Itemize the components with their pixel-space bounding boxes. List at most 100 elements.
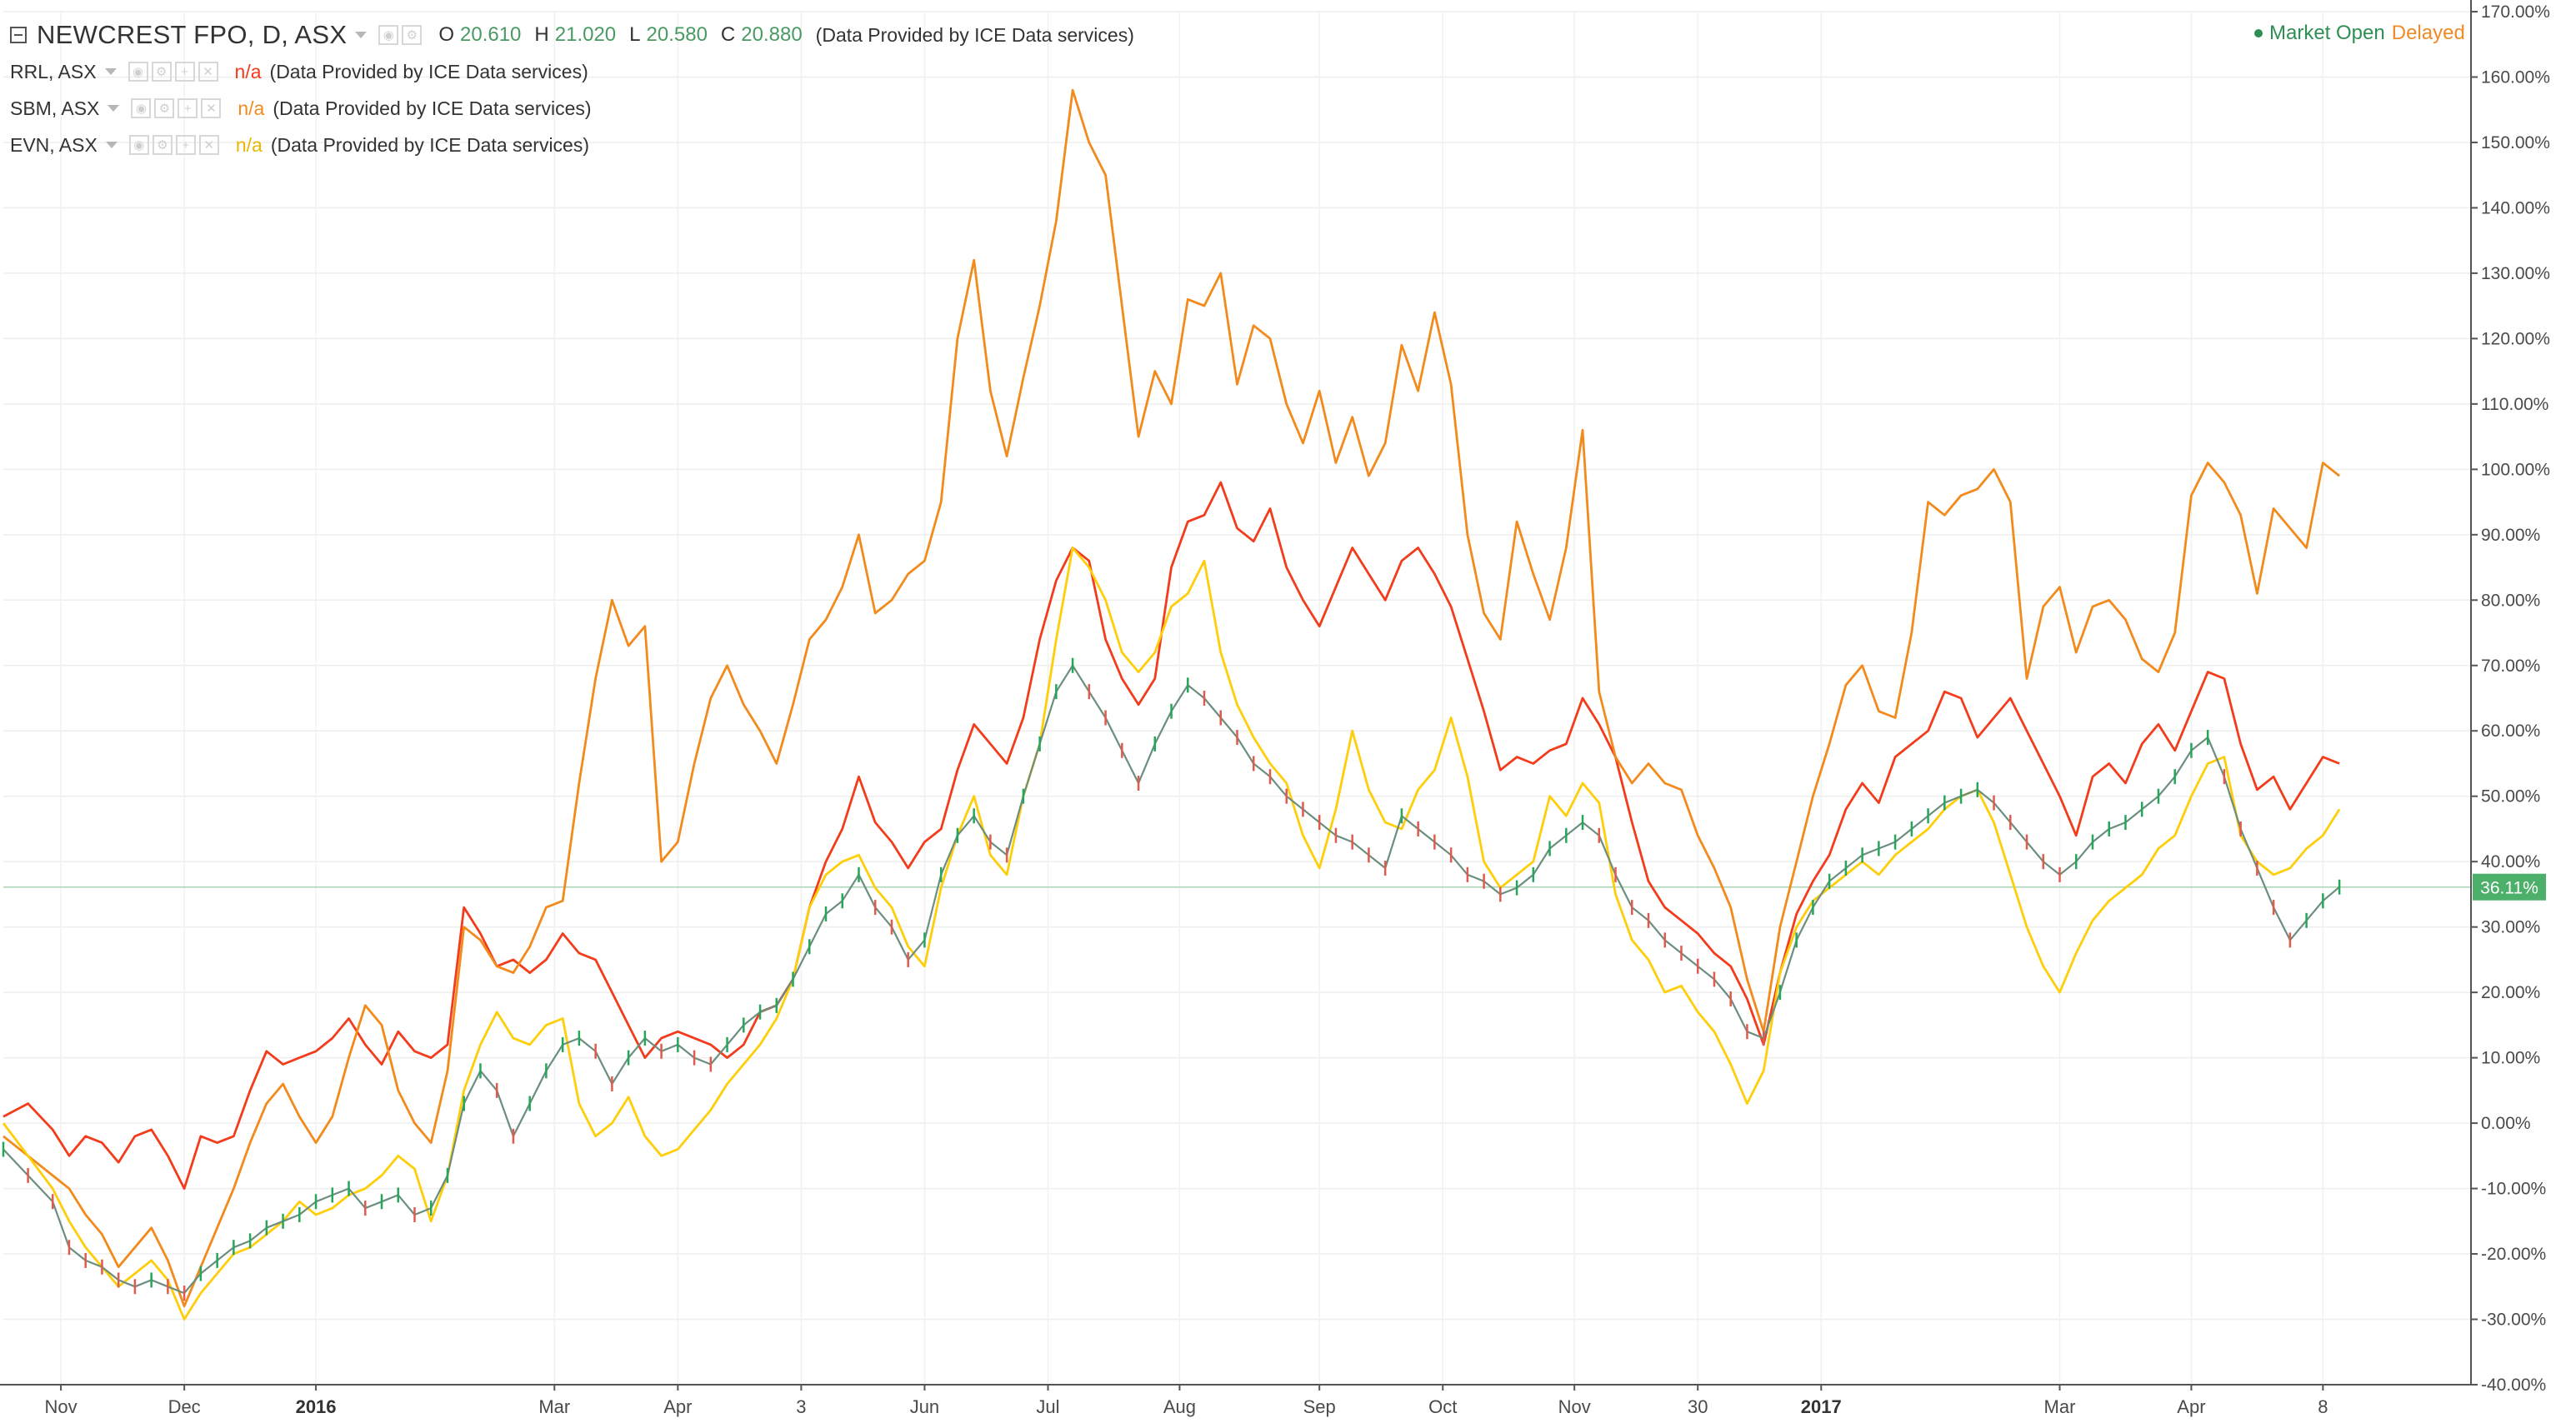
chevron-down-icon[interactable] <box>105 142 118 148</box>
close-letter: C <box>720 23 736 46</box>
close-icon[interactable]: ✕ <box>198 62 218 82</box>
y-tick-label: 90.00% <box>2481 526 2540 545</box>
series-symbol[interactable]: RRL, ASX <box>10 60 97 82</box>
legend-main-row: NEWCREST FPO, D, ASX ◉ ⚙ O 20.610 H 21.0… <box>10 15 1134 55</box>
plus-icon[interactable]: + <box>178 98 198 118</box>
y-tick-label: 140.00% <box>2481 198 2550 217</box>
price-axis[interactable]: 170.00% 160.00% 150.00% 140.00% 130.00% 120.0… <box>2470 0 2550 1395</box>
series-symbol[interactable]: EVN, ASX <box>10 133 98 156</box>
low-letter: L <box>629 23 641 46</box>
eye-icon[interactable]: ◉ <box>128 135 149 155</box>
x-tick-label: Oct <box>1428 1396 1457 1417</box>
x-tick-label: 2016 <box>296 1396 337 1417</box>
plus-icon[interactable]: + <box>174 62 195 82</box>
market-open-label: Market Open <box>2269 22 2385 44</box>
y-tick-label: 30.00% <box>2481 918 2540 937</box>
eye-icon[interactable]: ◉ <box>128 62 148 82</box>
legend-row-sbm: SBM, ASX ◉ ⚙ + ✕ n/a (Data Provided by I… <box>10 92 592 125</box>
x-tick-label: Jun <box>910 1396 939 1417</box>
x-tick-label: Nov <box>1558 1396 1591 1417</box>
eye-icon[interactable]: ◉ <box>131 98 152 118</box>
x-tick-label: Nov <box>45 1396 78 1417</box>
series-line <box>3 88 2340 1308</box>
y-tick-label: -10.00% <box>2481 1180 2546 1199</box>
y-tick-label: 150.00% <box>2481 133 2550 152</box>
series-source-text: (Data Provided by ICE Data services) <box>269 60 588 82</box>
y-tick-label: 10.00% <box>2481 1049 2540 1068</box>
series-controls: ◉ ⚙ + ✕ <box>131 98 222 118</box>
close-icon[interactable]: ✕ <box>201 98 222 118</box>
x-tick-label: Apr <box>663 1396 692 1417</box>
y-tick-label: 130.00% <box>2481 264 2550 283</box>
open-letter: O <box>438 23 454 46</box>
x-tick-label: Mar <box>2044 1396 2076 1417</box>
x-tick-label: Jul <box>1036 1396 1059 1417</box>
series-line <box>3 481 2340 1190</box>
legend-row-rrl: RRL, ASX ◉ ⚙ + ✕ n/a (Data Provided by I… <box>10 55 588 88</box>
delayed-label: Delayed <box>2391 22 2465 44</box>
y-tick-label: 50.00% <box>2481 787 2540 806</box>
chart-grid <box>3 11 2471 1386</box>
current-value-badge <box>2473 873 2546 901</box>
x-tick-label: Dec <box>168 1396 201 1417</box>
collapse-legend-icon[interactable] <box>10 27 27 43</box>
y-tick-label: 70.00% <box>2481 657 2540 676</box>
chevron-down-icon[interactable] <box>104 68 117 75</box>
open-value: 20.610 <box>460 23 522 46</box>
y-tick-label: -30.00% <box>2481 1311 2546 1330</box>
chevron-down-icon[interactable] <box>108 105 120 112</box>
series-value: n/a <box>235 133 263 156</box>
chevron-down-icon[interactable] <box>355 32 368 38</box>
x-tick-label: 8 <box>2318 1396 2328 1417</box>
eye-icon[interactable]: ◉ <box>378 25 399 45</box>
market-open-dot-icon <box>2254 29 2263 37</box>
x-tick-label: Mar <box>538 1396 570 1417</box>
y-tick-label: 120.00% <box>2481 329 2550 348</box>
x-tick-label: 30 <box>1688 1396 1708 1417</box>
y-tick-label: 160.00% <box>2481 67 2550 87</box>
series-legend: NEWCREST FPO, D, ASX ◉ ⚙ O 20.610 H 21.0… <box>10 15 1260 173</box>
series-symbol[interactable]: SBM, ASX <box>10 97 100 119</box>
y-tick-label: 60.00% <box>2481 721 2540 741</box>
gear-icon[interactable]: ⚙ <box>151 62 172 82</box>
legend-row-evn: EVN, ASX ◉ ⚙ + ✕ n/a (Data Provided by I… <box>10 128 589 162</box>
x-tick-label: 2017 <box>1801 1396 1842 1417</box>
close-value: 20.880 <box>741 23 803 46</box>
y-tick-label: 110.00% <box>2481 395 2548 414</box>
series-controls: ◉ ⚙ + ✕ <box>128 135 219 155</box>
time-axis[interactable]: Nov Dec 2016 Mar Apr 3 Jun Jul Aug Sep Oct Nov 30 201… <box>0 1384 2471 1417</box>
x-tick-label: Aug <box>1163 1396 1196 1417</box>
high-value: 21.020 <box>554 23 617 46</box>
y-tick-label: -40.00% <box>2481 1376 2546 1395</box>
market-status: Market Open Delayed <box>2254 22 2465 45</box>
series-source-text: (Data Provided by ICE Data services) <box>270 133 590 156</box>
y-tick-label: 40.00% <box>2481 852 2540 871</box>
high-letter: H <box>534 23 549 46</box>
gear-icon[interactable]: ⚙ <box>154 98 175 118</box>
series-line <box>3 664 2340 1295</box>
x-tick-label: 3 <box>796 1396 806 1417</box>
gear-icon[interactable]: ⚙ <box>402 25 423 45</box>
current-value-label: 36.11% <box>2480 879 2538 898</box>
main-series-controls: ◉ ⚙ <box>378 25 423 45</box>
series-controls: ◉ ⚙ + ✕ <box>128 62 218 82</box>
x-tick-label: Sep <box>1303 1396 1336 1417</box>
x-tick-label: Apr <box>2177 1396 2205 1417</box>
y-tick-label: 0.00% <box>2481 1114 2531 1133</box>
y-tick-label: 100.00% <box>2481 460 2550 479</box>
close-icon[interactable]: ✕ <box>198 135 219 155</box>
data-source-text: (Data Provided by ICE Data services) <box>815 23 1134 46</box>
y-tick-label: 80.00% <box>2481 591 2540 610</box>
series-value: n/a <box>238 97 265 119</box>
gear-icon[interactable]: ⚙ <box>152 135 173 155</box>
series-value: n/a <box>234 60 262 82</box>
plus-icon[interactable]: + <box>175 135 196 155</box>
main-symbol-title[interactable]: NEWCREST FPO, D, ASX <box>37 20 348 49</box>
y-tick-label: 170.00% <box>2481 2 2550 22</box>
y-tick-label: 20.00% <box>2481 983 2540 1002</box>
series-source-text: (Data Provided by ICE Data services) <box>273 97 592 119</box>
low-value: 20.580 <box>646 23 708 46</box>
series-line <box>2 547 2341 1321</box>
